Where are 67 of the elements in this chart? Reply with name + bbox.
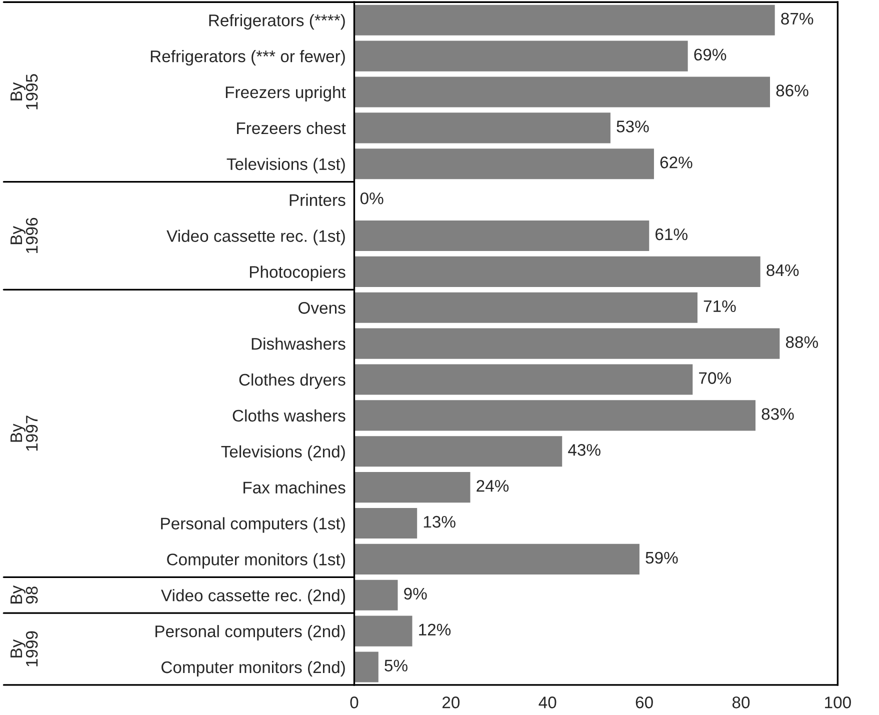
bar <box>354 364 693 395</box>
bar <box>354 76 770 108</box>
x-tick-label: 20 <box>442 696 460 708</box>
text: By 1996 <box>10 218 38 254</box>
y-tick-label: Frezeers chest <box>237 122 346 134</box>
text: By 1999 <box>10 631 38 666</box>
data-label: 86% <box>776 84 808 96</box>
bar <box>354 616 412 646</box>
bar <box>354 400 756 431</box>
text: By 1995 <box>10 74 38 110</box>
bar <box>354 256 760 287</box>
bar <box>354 40 688 72</box>
y-tick-label: Cloths washers <box>232 409 346 422</box>
data-label: 71% <box>704 300 736 312</box>
bar <box>354 328 780 359</box>
y-tick-label: Photocopiers <box>250 266 346 282</box>
data-label: 24% <box>476 480 509 492</box>
data-label: 43% <box>568 444 600 456</box>
y-tick-label: Computer monitors (2nd) <box>162 660 345 676</box>
data-label: 53% <box>616 120 649 132</box>
y-tick-label: Clothes dryers <box>239 373 346 389</box>
y-tick-label: Fax machines <box>244 481 346 494</box>
text: By 1997 <box>10 416 38 451</box>
x-tick-label: 40 <box>538 696 556 708</box>
data-label: 5% <box>384 660 408 672</box>
data-label: 0% <box>360 192 384 204</box>
bar <box>354 652 378 682</box>
y-tick-label: Printers <box>290 194 346 206</box>
y-tick-label: Televisions (1st) <box>226 158 345 174</box>
bar <box>354 112 610 144</box>
data-label: 59% <box>646 552 678 564</box>
y-tick-label: Freezers upright <box>226 86 346 102</box>
bar <box>354 580 398 610</box>
data-label: 69% <box>694 48 726 61</box>
x-tick-label: 80 <box>732 696 750 708</box>
bar <box>354 472 470 503</box>
data-label: 61% <box>656 228 688 240</box>
bar <box>354 220 650 252</box>
data-label: 70% <box>699 372 731 384</box>
data-label: 9% <box>404 588 427 600</box>
bar <box>354 544 640 574</box>
data-label: 12% <box>419 624 451 636</box>
data-label: 83% <box>762 408 794 420</box>
y-tick-label: Televisions (2nd) <box>221 445 345 461</box>
bar <box>354 508 418 539</box>
data-label: 84% <box>766 264 799 276</box>
y-tick-label: Video cassette rec. (1st) <box>166 230 345 246</box>
y-tick-label: Personal computers (2nd) <box>156 625 345 641</box>
bar <box>354 148 654 180</box>
y-tick-label: Dishwashers <box>252 338 346 350</box>
x-tick-label: 100 <box>825 696 851 708</box>
x-tick-label: 60 <box>636 696 653 708</box>
data-label: 87% <box>781 12 814 25</box>
data-label: 62% <box>660 156 692 168</box>
bar <box>354 436 562 467</box>
y-tick-label: Ovens <box>298 302 346 314</box>
text: By 98 <box>10 585 38 604</box>
data-label: 13% <box>424 516 456 528</box>
y-tick-label: Refrigerators (****) <box>209 14 345 30</box>
data-label: 88% <box>786 336 818 348</box>
bar <box>354 4 775 36</box>
y-tick-label: Refrigerators (*** or fewer) <box>150 50 345 66</box>
x-tick-label: 0 <box>350 696 358 708</box>
y-tick-label: Personal computers (1st) <box>161 517 345 533</box>
y-tick-label: Video cassette rec. (2nd) <box>161 589 345 605</box>
y-tick-label: Computer monitors (1st) <box>167 553 345 569</box>
bar <box>354 292 698 323</box>
